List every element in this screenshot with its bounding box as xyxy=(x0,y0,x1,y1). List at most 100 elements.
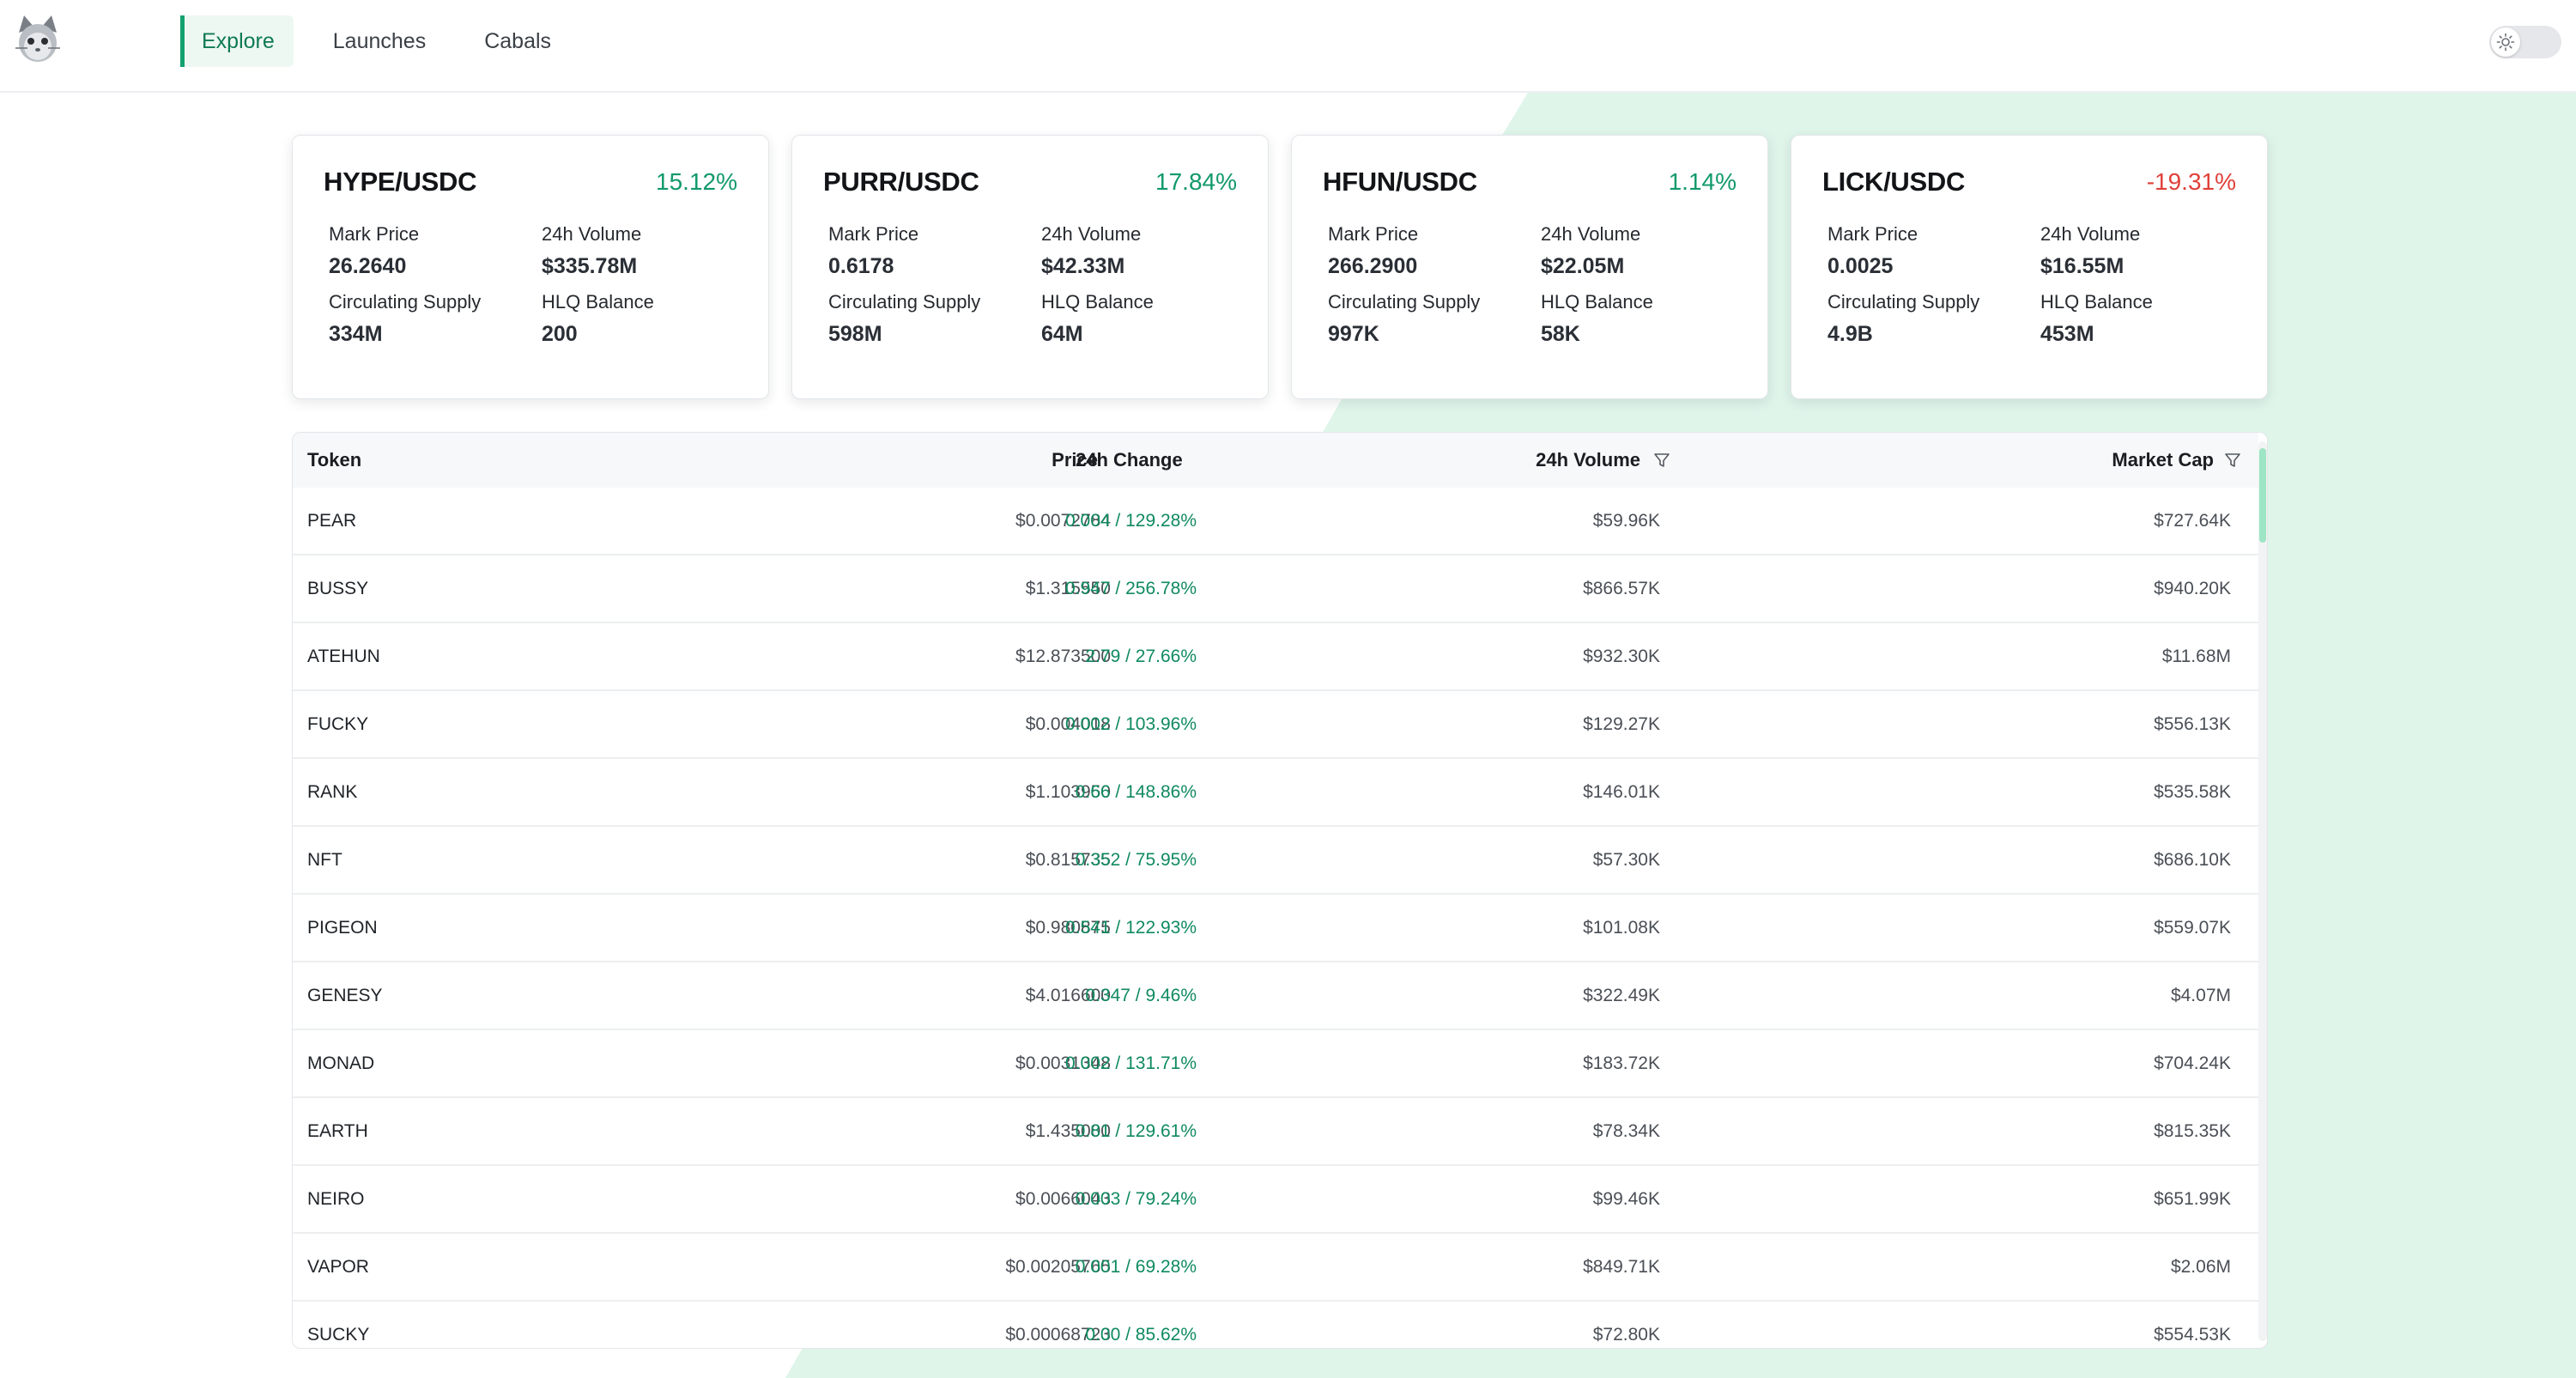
balance-value: 200 xyxy=(542,322,578,346)
volume-label: 24h Volume xyxy=(542,223,642,245)
volume-label: 24h Volume xyxy=(1541,223,1641,245)
token-table: Token Price 24h Change 24h Volume Market… xyxy=(292,432,2268,1349)
mark-price-label: Mark Price xyxy=(1827,223,1918,245)
cell-volume: $183.72K xyxy=(1583,1053,1660,1073)
cell-change: 0.00 / 85.62% xyxy=(1085,1325,1197,1345)
cell-token: FUCKY xyxy=(307,714,369,734)
supply-label: Circulating Supply xyxy=(828,291,981,313)
balance-label: HLQ Balance xyxy=(1041,291,1154,313)
cell-change: 0.81 / 129.61% xyxy=(1075,1121,1197,1141)
cell-change: 2.79 / 27.66% xyxy=(1085,647,1197,666)
supply-value: 334M xyxy=(329,322,383,346)
volume-filter-icon[interactable] xyxy=(1652,451,1671,470)
cell-mcap: $686.10K xyxy=(2154,850,2231,870)
cell-volume: $72.80K xyxy=(1592,1325,1660,1345)
main-nav: Explore Launches Cabals xyxy=(180,15,570,67)
mcap-filter-icon[interactable] xyxy=(2223,451,2242,470)
cell-mcap: $651.99K xyxy=(2154,1189,2231,1209)
volume-value: $22.05M xyxy=(1541,254,1625,278)
table-row[interactable]: SUCKY $0.00068723 0.00 / 85.62% $72.80K … xyxy=(293,1302,2258,1348)
table-row[interactable]: PIGEON $0.980875 0.541 / 122.93% $101.08… xyxy=(293,895,2258,962)
table-row[interactable]: NEIRO $0.0066043 0.003 / 79.24% $99.46K … xyxy=(293,1166,2258,1234)
mark-price-value: 0.6178 xyxy=(828,254,894,278)
volume-label: 24h Volume xyxy=(1041,223,1142,245)
cell-change: 0.004 / 129.28% xyxy=(1065,511,1197,531)
cell-volume: $322.49K xyxy=(1583,986,1660,1005)
volume-value: $16.55M xyxy=(2040,254,2124,278)
mark-price-value: 0.0025 xyxy=(1827,254,1894,278)
cell-mcap: $727.64K xyxy=(2154,511,2231,531)
card-change: 17.84% xyxy=(1155,168,1237,195)
market-card-hype[interactable]: HYPE/USDC 15.12% Mark Price 26.2640 24h V… xyxy=(292,135,769,399)
supply-value: 997K xyxy=(1328,322,1379,346)
cell-token: MONAD xyxy=(307,1053,375,1073)
cell-token: NFT xyxy=(307,850,342,870)
cat-logo-icon[interactable] xyxy=(12,14,64,65)
balance-value: 453M xyxy=(2040,322,2094,346)
card-pair: LICK/USDC xyxy=(1822,167,1966,197)
cell-volume: $932.30K xyxy=(1583,647,1660,666)
table-row[interactable]: NFT $0.815735 0.352 / 75.95% $57.30K $68… xyxy=(293,827,2258,895)
cell-change: 0.541 / 122.93% xyxy=(1065,918,1197,938)
sun-icon xyxy=(2491,27,2520,57)
card-pair: HFUN/USDC xyxy=(1323,167,1477,197)
table-row[interactable]: VAPOR $0.00205765 0.001 / 69.28% $849.71… xyxy=(293,1234,2258,1302)
table-row[interactable]: EARTH $1.435000 0.81 / 129.61% $78.34K $… xyxy=(293,1098,2258,1166)
table-row[interactable]: ATEHUN $12.873500 2.79 / 27.66% $932.30K… xyxy=(293,623,2258,691)
market-cards: HYPE/USDC 15.12% Mark Price 26.2640 24h V… xyxy=(292,135,2268,399)
mark-price-label: Mark Price xyxy=(1328,223,1419,245)
supply-label: Circulating Supply xyxy=(329,291,482,313)
cell-change: 0.352 / 75.95% xyxy=(1075,850,1197,870)
volume-value: $42.33M xyxy=(1041,254,1125,278)
tab-launches[interactable]: Launches xyxy=(332,28,427,53)
cell-volume: $99.46K xyxy=(1592,1189,1660,1209)
mark-price-value: 266.2900 xyxy=(1328,254,1418,278)
card-pair: PURR/USDC xyxy=(823,167,979,197)
scrollbar-thumb[interactable] xyxy=(2259,448,2266,543)
cell-token: BUSSY xyxy=(307,579,369,598)
header-mcap[interactable]: Market Cap xyxy=(2112,449,2214,470)
cell-token: SUCKY xyxy=(307,1325,370,1345)
market-card-purr[interactable]: PURR/USDC 17.84% Mark Price 0.6178 24h Vo… xyxy=(791,135,1269,399)
theme-toggle[interactable] xyxy=(2489,26,2561,58)
cell-change: 0.001 / 69.28% xyxy=(1075,1257,1197,1277)
cell-token: VAPOR xyxy=(307,1257,369,1277)
card-change: -19.31% xyxy=(2146,168,2236,195)
cell-token: NEIRO xyxy=(307,1189,365,1209)
mark-price-label: Mark Price xyxy=(828,223,919,245)
table-scrollbar[interactable] xyxy=(2258,441,2267,1341)
header-volume[interactable]: 24h Volume xyxy=(1536,449,1640,470)
cell-change: 0.002 / 103.96% xyxy=(1065,714,1197,734)
tab-explore[interactable]: Explore xyxy=(180,15,294,67)
cell-mcap: $556.13K xyxy=(2154,714,2231,734)
cell-volume: $78.34K xyxy=(1592,1121,1660,1141)
header-change[interactable]: 24h Change xyxy=(1076,449,1183,470)
cell-volume: $866.57K xyxy=(1583,579,1660,598)
table-row[interactable]: PEAR $0.0072784 0.004 / 129.28% $59.96K … xyxy=(293,488,2258,555)
header-token[interactable]: Token xyxy=(307,449,362,470)
balance-label: HLQ Balance xyxy=(542,291,654,313)
cell-mcap: $4.07M xyxy=(2170,986,2231,1005)
market-card-hfun[interactable]: HFUN/USDC 1.14% Mark Price 266.2900 24h V… xyxy=(1291,135,1768,399)
table-row[interactable]: BUSSY $1.315550 0.947 / 256.78% $866.57K… xyxy=(293,555,2258,623)
tab-cabals[interactable]: Cabals xyxy=(484,28,552,53)
table-row[interactable]: FUCKY $0.004018 0.002 / 103.96% $129.27K… xyxy=(293,691,2258,759)
table-row[interactable]: RANK $1.103950 0.66 / 148.86% $146.01K $… xyxy=(293,759,2258,827)
cell-mcap: $2.06M xyxy=(2170,1257,2231,1277)
cell-mcap: $815.35K xyxy=(2154,1121,2231,1141)
cell-change: 0.66 / 148.86% xyxy=(1075,782,1197,802)
card-pair: HYPE/USDC xyxy=(324,167,477,197)
market-card-lick[interactable]: LICK/USDC -19.31% Mark Price 0.0025 24h V… xyxy=(1791,135,2268,399)
balance-value: 64M xyxy=(1041,322,1083,346)
cell-mcap: $559.07K xyxy=(2154,918,2231,938)
table-row[interactable]: GENESY $4.016600 0.347 / 9.46% $322.49K … xyxy=(293,962,2258,1030)
supply-value: 4.9B xyxy=(1827,322,1873,346)
cell-volume: $146.01K xyxy=(1583,782,1660,802)
cell-token: RANK xyxy=(307,782,358,802)
table-row[interactable]: MONAD $0.0031348 0.002 / 131.71% $183.72… xyxy=(293,1030,2258,1098)
cell-mcap: $940.20K xyxy=(2154,579,2231,598)
cell-change: 0.347 / 9.46% xyxy=(1085,986,1197,1005)
volume-value: $335.78M xyxy=(542,254,638,278)
supply-value: 598M xyxy=(828,322,882,346)
